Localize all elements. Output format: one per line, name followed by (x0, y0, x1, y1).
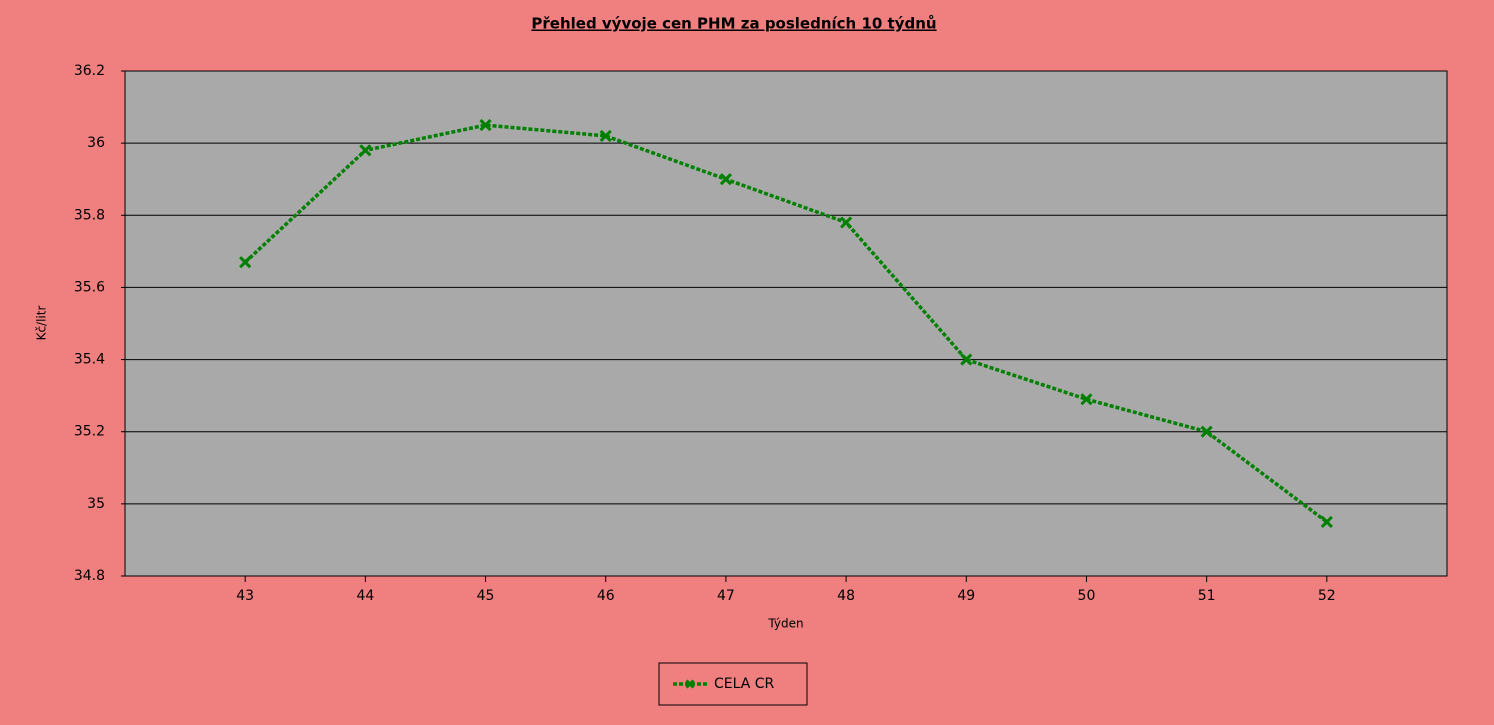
x-tick-label: 43 (236, 588, 254, 604)
y-tick-label: 34.8 (74, 568, 105, 584)
x-axis-label: Týden (767, 617, 803, 631)
x-tick-label: 50 (1078, 588, 1096, 604)
legend-marker (685, 679, 695, 689)
x-tick-label: 47 (717, 588, 735, 604)
marker (479, 119, 492, 132)
marker (840, 216, 853, 229)
y-tick-label: 36 (87, 135, 105, 151)
x-tick-label: 49 (957, 588, 975, 604)
x-tick-label: 52 (1318, 588, 1336, 604)
chart-title: Přehled vývoje cen PHM za posledních 10 … (531, 15, 936, 33)
series-line (243, 123, 1328, 524)
marker (1320, 515, 1333, 528)
plot-area (124, 70, 1448, 577)
x-tick-label: 48 (837, 588, 855, 604)
marker (359, 144, 372, 157)
y-tick-label: 35.6 (74, 279, 105, 295)
marker (1200, 425, 1213, 438)
y-axis-label: Kč/litr (35, 306, 49, 341)
y-tick-label: 35.2 (74, 424, 105, 440)
legend-label: CELA CR (714, 676, 775, 692)
y-tick-label: 35.8 (74, 207, 105, 223)
legend-box (658, 662, 808, 706)
x-tick-label: 46 (597, 588, 615, 604)
x-tick-label: 51 (1198, 588, 1216, 604)
marker (1080, 393, 1093, 406)
y-tick-label: 35 (87, 496, 105, 512)
x-tick-label: 45 (477, 588, 495, 604)
marker (719, 173, 732, 186)
y-tick-label: 36.2 (74, 63, 105, 79)
marker (960, 353, 973, 366)
marker (599, 129, 612, 142)
marker (239, 256, 252, 269)
y-tick-label: 35.4 (74, 352, 105, 368)
x-tick-label: 44 (356, 588, 374, 604)
